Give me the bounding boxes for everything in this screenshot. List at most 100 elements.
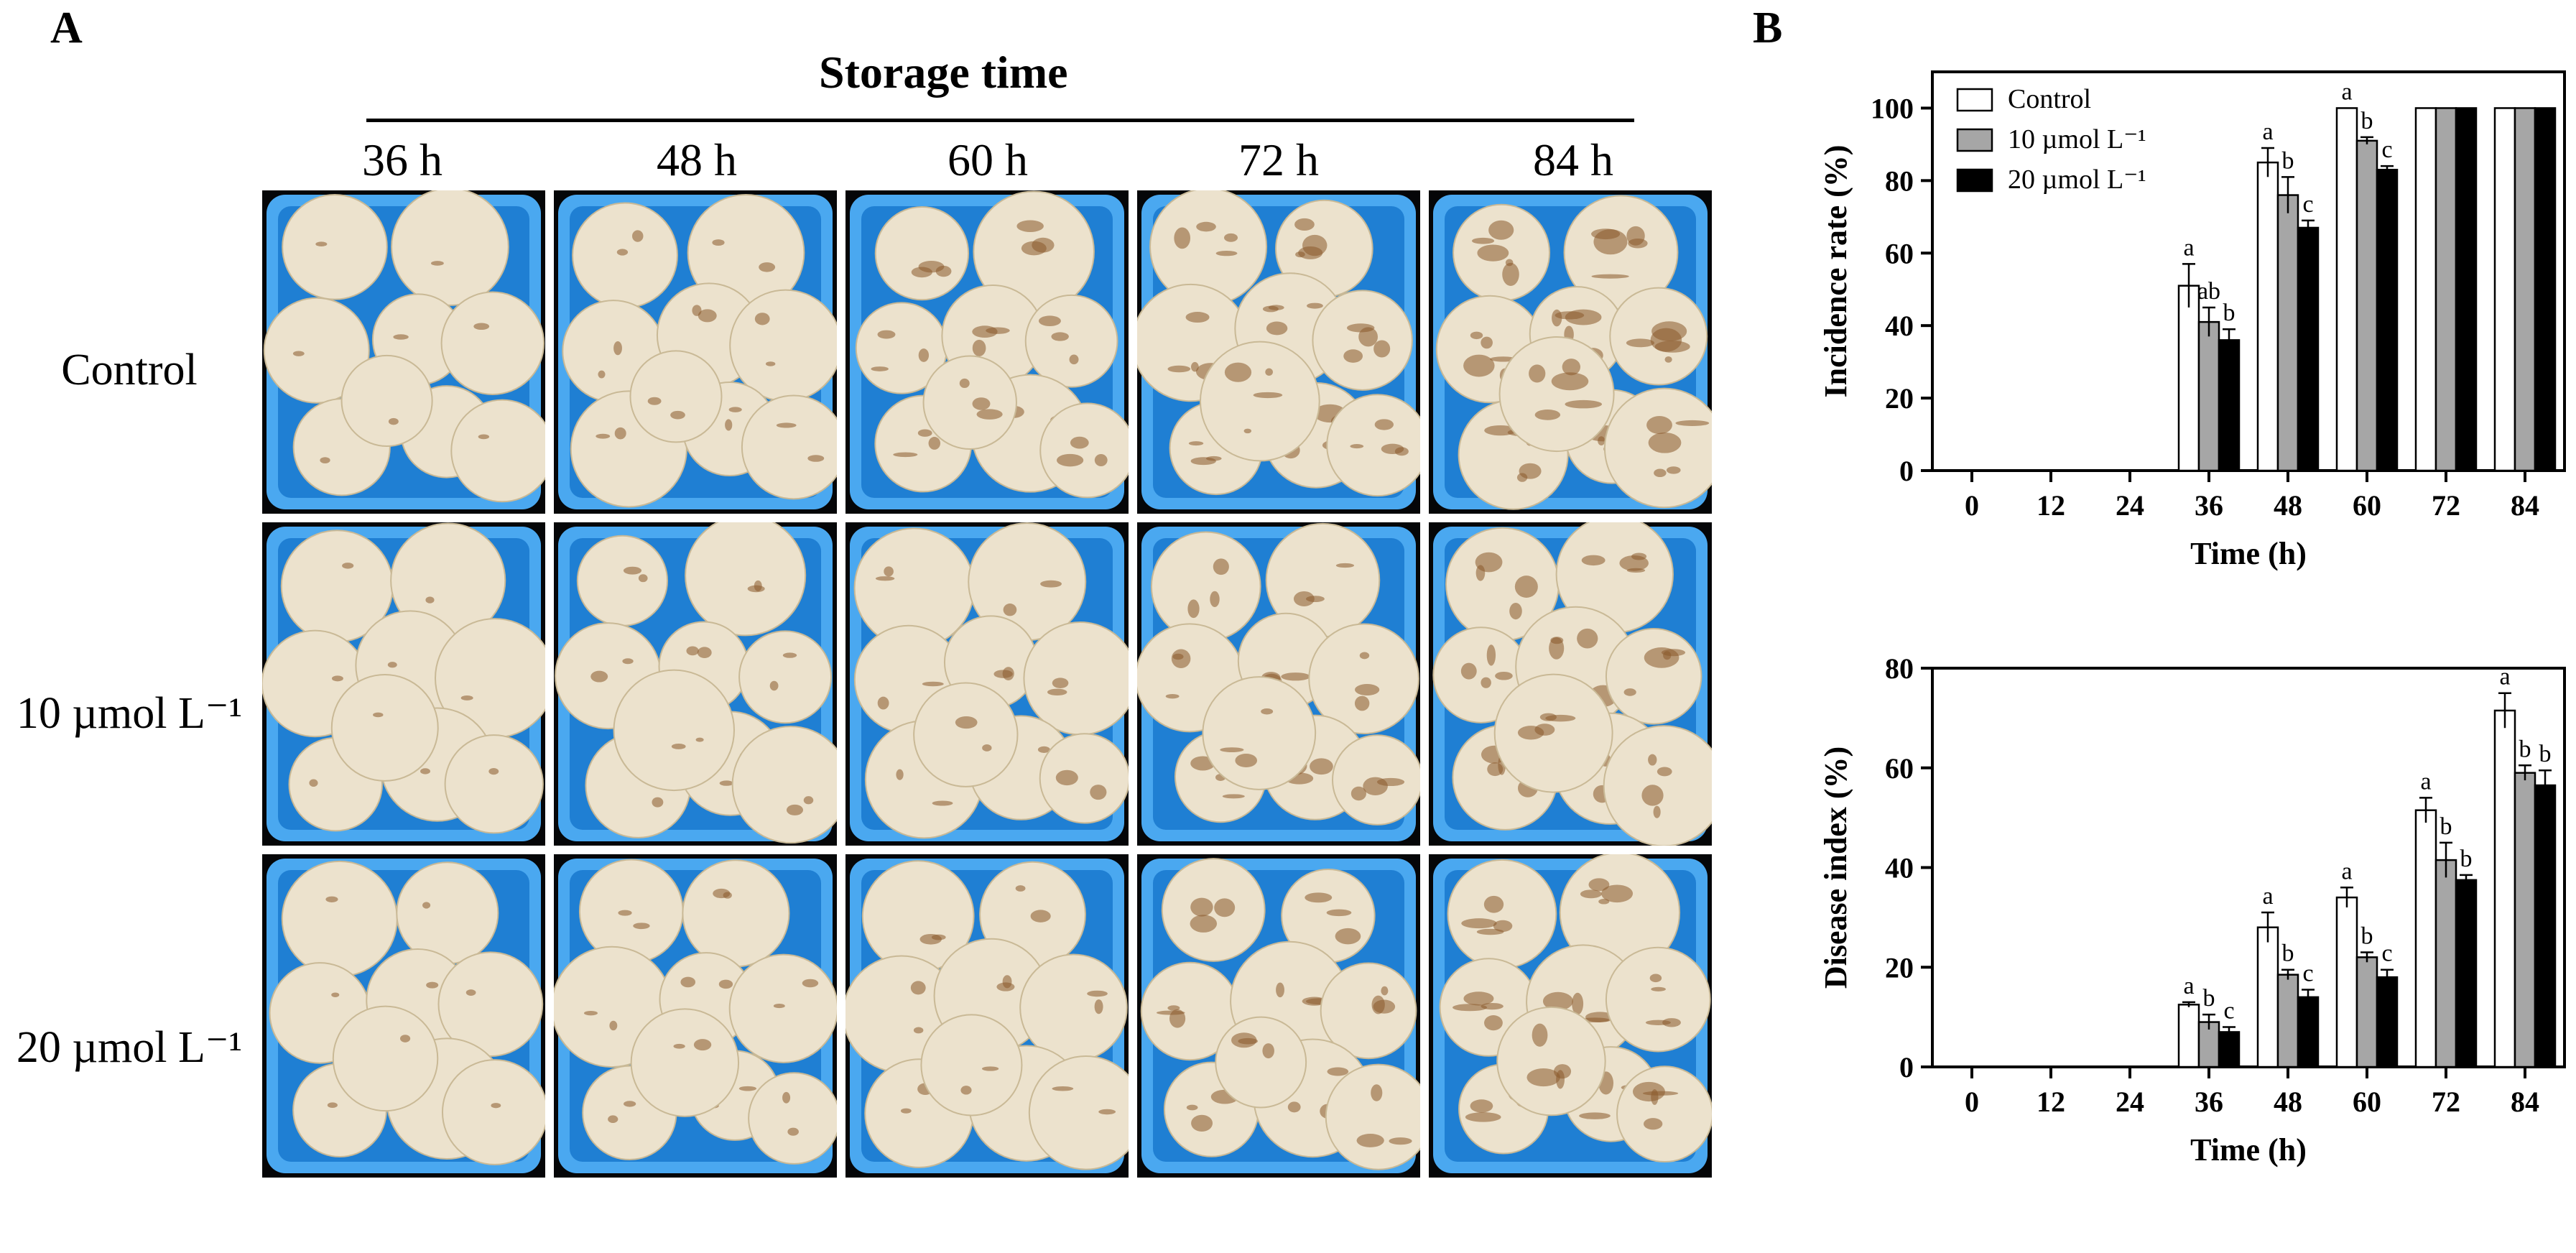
bar <box>2197 320 2220 472</box>
mushroom-cap <box>728 953 837 1063</box>
y-axis-label: Incidence rate (%) <box>1818 145 1853 398</box>
bar <box>2177 1004 2200 1068</box>
bar <box>2297 996 2320 1068</box>
photo-20umol-84h <box>1429 854 1712 1178</box>
browning-spot <box>1519 463 1542 479</box>
browning-spot <box>1090 785 1107 800</box>
browning-spot <box>320 457 330 463</box>
browning-spot <box>1350 786 1366 801</box>
storage-time-rule <box>366 119 1634 122</box>
y-tick-label: 0 <box>1899 1051 1914 1083</box>
browning-spot <box>1174 227 1191 249</box>
mushroom-cap <box>629 350 723 443</box>
browning-spot <box>1471 237 1495 244</box>
photo-drawing <box>262 522 545 841</box>
browning-spot <box>1514 575 1538 598</box>
browning-spot <box>807 455 825 462</box>
significance-letter: c <box>2302 191 2313 218</box>
browning-spot <box>917 429 932 437</box>
mushroom-cap <box>741 394 837 500</box>
significance-letter: b <box>2203 985 2215 1012</box>
photo-control-72h <box>1137 190 1420 514</box>
browning-spot <box>1191 1114 1213 1132</box>
browning-spot <box>1373 340 1391 358</box>
x-tick-label: 60 <box>2353 489 2381 522</box>
browning-spot <box>773 1003 785 1009</box>
browning-spot <box>1664 356 1672 363</box>
significance-letter: a <box>2341 78 2352 105</box>
browning-spot <box>1598 436 1606 445</box>
browning-spot <box>292 351 305 356</box>
bar <box>2355 956 2378 1068</box>
mushroom-cap <box>1039 733 1129 824</box>
mushroom-cap <box>1024 294 1118 388</box>
bar <box>2335 896 2358 1068</box>
significance-letter: a <box>2420 768 2431 795</box>
mushroom-cap <box>1498 336 1615 453</box>
browning-spot <box>1358 327 1379 347</box>
x-tick-label: 72 <box>2432 1086 2460 1118</box>
photo-10umol-72h <box>1137 522 1420 846</box>
browning-spot <box>1243 428 1252 434</box>
browning-spot <box>1187 599 1200 619</box>
mushroom-cap <box>920 1014 1023 1116</box>
bar <box>2218 1031 2241 1068</box>
browning-spot <box>1477 244 1509 262</box>
browning-spot <box>803 796 814 805</box>
browning-spot <box>596 433 611 439</box>
mushroom-cap <box>263 297 370 404</box>
browning-spot <box>1593 229 1628 255</box>
browning-spot <box>608 1115 618 1124</box>
mushroom-cap <box>572 202 678 309</box>
mushroom-cap <box>630 1008 740 1117</box>
browning-spot <box>1052 678 1069 688</box>
y-tick-label: 40 <box>1885 852 1914 884</box>
photo-drawing <box>850 190 1129 509</box>
browning-spot <box>624 1101 636 1107</box>
bar <box>2455 107 2478 472</box>
browning-spot <box>972 325 998 338</box>
mushroom-cap <box>685 522 807 637</box>
browning-spot <box>1186 1104 1198 1111</box>
browning-spot <box>1262 305 1279 313</box>
browning-spot <box>1588 878 1610 892</box>
browning-spot <box>1265 368 1273 376</box>
browning-spot <box>1165 693 1180 699</box>
photo-10umol-36h <box>262 522 545 846</box>
browning-spot <box>1295 251 1305 258</box>
browning-spot <box>728 407 742 412</box>
browning-spot <box>1205 456 1222 461</box>
browning-spot <box>1040 580 1062 588</box>
browning-spot <box>623 566 642 575</box>
y-tick-label: 0 <box>1899 455 1914 487</box>
browning-spot <box>877 696 889 710</box>
bar <box>2276 974 2299 1068</box>
bar <box>2256 161 2279 472</box>
photo-drawing <box>558 193 837 509</box>
time-label-48h: 48 h <box>657 134 737 185</box>
incidence-rate-chart: 0 20 40 60 80 100 0 12 24 36 48 60 72 84 a a a ab b b b c c Tim… <box>1796 50 2572 629</box>
bar <box>2414 809 2437 1068</box>
browning-spot <box>1572 992 1584 1015</box>
time-label-84h: 84 h <box>1533 134 1613 185</box>
browning-spot <box>928 437 941 450</box>
significance-letter: ab <box>2197 278 2220 305</box>
browning-spot <box>693 1039 712 1051</box>
browning-spot <box>618 910 632 916</box>
browning-spot <box>1293 591 1315 606</box>
browning-spot <box>1238 1037 1258 1045</box>
browning-spot <box>738 1086 757 1091</box>
browning-spot <box>918 348 930 362</box>
browning-spot <box>1326 909 1352 917</box>
significance-letter: a <box>2341 858 2352 884</box>
mushroom-cap <box>450 399 545 503</box>
browning-spot <box>1526 1068 1560 1087</box>
browning-spot <box>896 769 904 780</box>
browning-spot <box>491 1103 501 1109</box>
row-label-control: Control <box>61 346 198 394</box>
browning-spot <box>972 397 991 410</box>
browning-spot <box>759 262 776 272</box>
browning-spot <box>393 334 409 340</box>
bar <box>2335 107 2358 472</box>
browning-spot <box>388 417 399 425</box>
